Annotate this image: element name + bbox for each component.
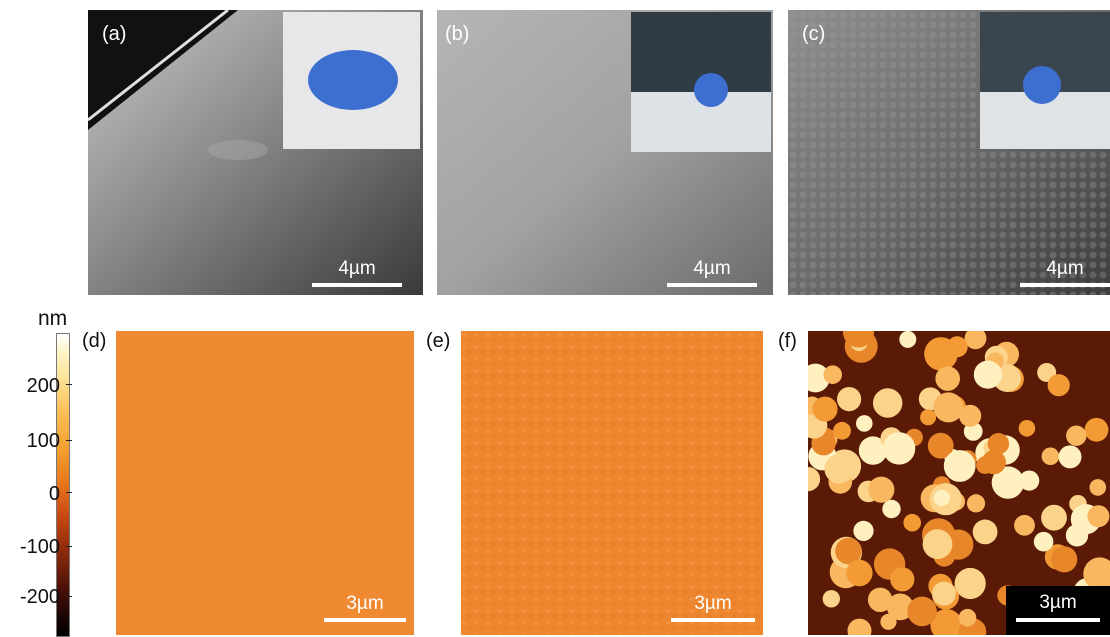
scale-label-a: 4µm [338, 258, 376, 279]
afm-grain [853, 520, 874, 541]
sem-panel-c: (c) 4µm [788, 10, 1110, 295]
afm-grain [873, 388, 903, 418]
colorbar-tick-label: 200 [26, 375, 60, 397]
afm-grain [958, 608, 977, 627]
afm-grain [991, 466, 1025, 499]
scale-bar-c: 4µm [1020, 258, 1110, 287]
afm-grain [931, 581, 956, 606]
afm-panel-d: 3µm [116, 331, 414, 635]
afm-grain [981, 450, 1006, 475]
afm-grain [882, 432, 916, 465]
scale-bar-a: 4µm [312, 258, 402, 287]
afm-grain [1041, 504, 1067, 531]
afm-grain [835, 537, 862, 565]
afm-grain [1014, 514, 1035, 536]
afm-grain [954, 567, 986, 600]
panel-label-f: (f) [778, 330, 797, 352]
afm-grain [886, 593, 914, 621]
inset-photo-a [283, 12, 420, 149]
afm-grain [1018, 420, 1036, 437]
inset-photo-c [980, 12, 1110, 149]
afm-grain [922, 529, 953, 559]
afm-grain [1084, 417, 1109, 442]
afm-grain [973, 360, 1002, 389]
colorbar-unit: nm [38, 307, 68, 330]
scale-bar-f: 3µm [1006, 586, 1110, 635]
colorbar-tick [66, 596, 72, 597]
colorbar-tick [66, 384, 72, 385]
afm-grain [1058, 445, 1082, 469]
colorbar-tick [66, 440, 72, 441]
afm-grain [1041, 447, 1060, 466]
afm-grain [907, 596, 937, 627]
scale-bar-d: 3µm [324, 593, 406, 622]
afm-grain [903, 513, 921, 532]
afm-grain [837, 387, 862, 412]
afm-grain [899, 331, 917, 348]
scale-label-b: 4µm [693, 258, 731, 279]
afm-grain [823, 365, 842, 384]
afm-grain [833, 421, 851, 440]
afm-grain [842, 331, 875, 348]
afm-grain [964, 331, 987, 350]
panel-label-e: (e) [426, 330, 451, 352]
afm-grain [930, 609, 963, 635]
inset-photo-b [631, 12, 771, 152]
scale-label-d: 3µm [346, 593, 384, 614]
afm-grain [856, 415, 873, 432]
afm-grain [1019, 470, 1040, 491]
scale-bar-e: 3µm [671, 593, 755, 622]
scale-bar-b: 4µm [667, 258, 757, 287]
afm-grain [1051, 546, 1078, 573]
afm-grain [808, 467, 821, 492]
scale-label-e: 3µm [694, 593, 732, 614]
panel-label-a: (a) [102, 23, 127, 45]
afm-grain [812, 396, 838, 422]
afm-grain [987, 433, 1010, 455]
afm-grain [1083, 557, 1110, 591]
afm-grain [1066, 425, 1087, 446]
afm-grain [882, 499, 901, 519]
afm-grain [959, 404, 982, 427]
afm-grain [824, 454, 854, 484]
panel-label-b: (b) [445, 23, 470, 45]
afm-grain [943, 450, 976, 482]
scale-label-f: 3µm [1039, 592, 1077, 613]
colorbar-tick-label: 0 [48, 483, 60, 505]
scale-label-c: 4µm [1046, 258, 1084, 279]
colorbar-tick-label: 100 [26, 430, 60, 452]
afm-grain [1087, 505, 1110, 528]
afm-grain [822, 590, 840, 608]
colorbar-tick [66, 492, 72, 493]
afm-panel-e: 3µm [461, 331, 763, 635]
afm-grain [927, 432, 954, 459]
afm-grain [867, 587, 893, 612]
afm-panel-f: 3µm [808, 331, 1110, 635]
afm-grain [1065, 524, 1089, 547]
colorbar-tick [66, 546, 72, 547]
afm-grain [890, 567, 915, 592]
afm-grain [920, 409, 937, 426]
afm-grain [1089, 479, 1107, 496]
afm-grain [858, 436, 888, 465]
afm-grain [1033, 531, 1054, 552]
panel-label-d: (d) [82, 330, 107, 352]
panel-label-c: (c) [802, 23, 826, 45]
sem-panel-a: (a) 4µm [88, 10, 423, 295]
afm-grain [933, 392, 964, 423]
afm-grain [1047, 374, 1070, 397]
afm-grain [935, 366, 960, 391]
sem-panel-b: (b) 4µm [437, 10, 773, 295]
afm-grain [966, 494, 986, 513]
afm-grain [847, 618, 872, 635]
colorbar-tick-label: -100 [19, 536, 60, 558]
colorbar-tick-label: -200 [19, 586, 60, 608]
afm-grain [933, 489, 950, 507]
afm-grain [924, 337, 958, 371]
afm-grain [972, 519, 998, 545]
afm-grain [868, 476, 895, 503]
afm-grain [846, 559, 873, 587]
